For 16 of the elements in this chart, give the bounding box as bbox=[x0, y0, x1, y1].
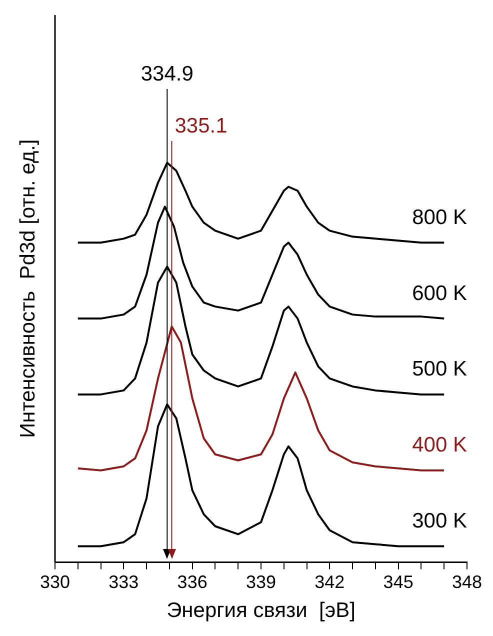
series-label: 800 K bbox=[412, 206, 467, 229]
x-tick-label: 336 bbox=[177, 572, 208, 592]
y-axis-title: Интенсивность Pd3d [отн. ед.] bbox=[16, 139, 40, 438]
x-tick-label: 333 bbox=[108, 572, 139, 592]
x-tick-label: 339 bbox=[246, 572, 276, 592]
series-label: 500 K bbox=[412, 358, 467, 381]
x-tick-label: 345 bbox=[383, 572, 414, 592]
ref-line-label: 335.1 bbox=[174, 114, 228, 138]
ref-line-label: 334.9 bbox=[140, 62, 194, 86]
x-axis-title: Энергия связи [эВ] bbox=[166, 599, 356, 622]
series-label: 400 K bbox=[412, 434, 467, 457]
x-tick-label: 342 bbox=[314, 572, 345, 592]
x-tick-label: 348 bbox=[452, 572, 482, 592]
series-label: 600 K bbox=[412, 282, 467, 305]
series-label: 300 K bbox=[412, 510, 467, 533]
x-tick-label: 330 bbox=[40, 572, 70, 592]
